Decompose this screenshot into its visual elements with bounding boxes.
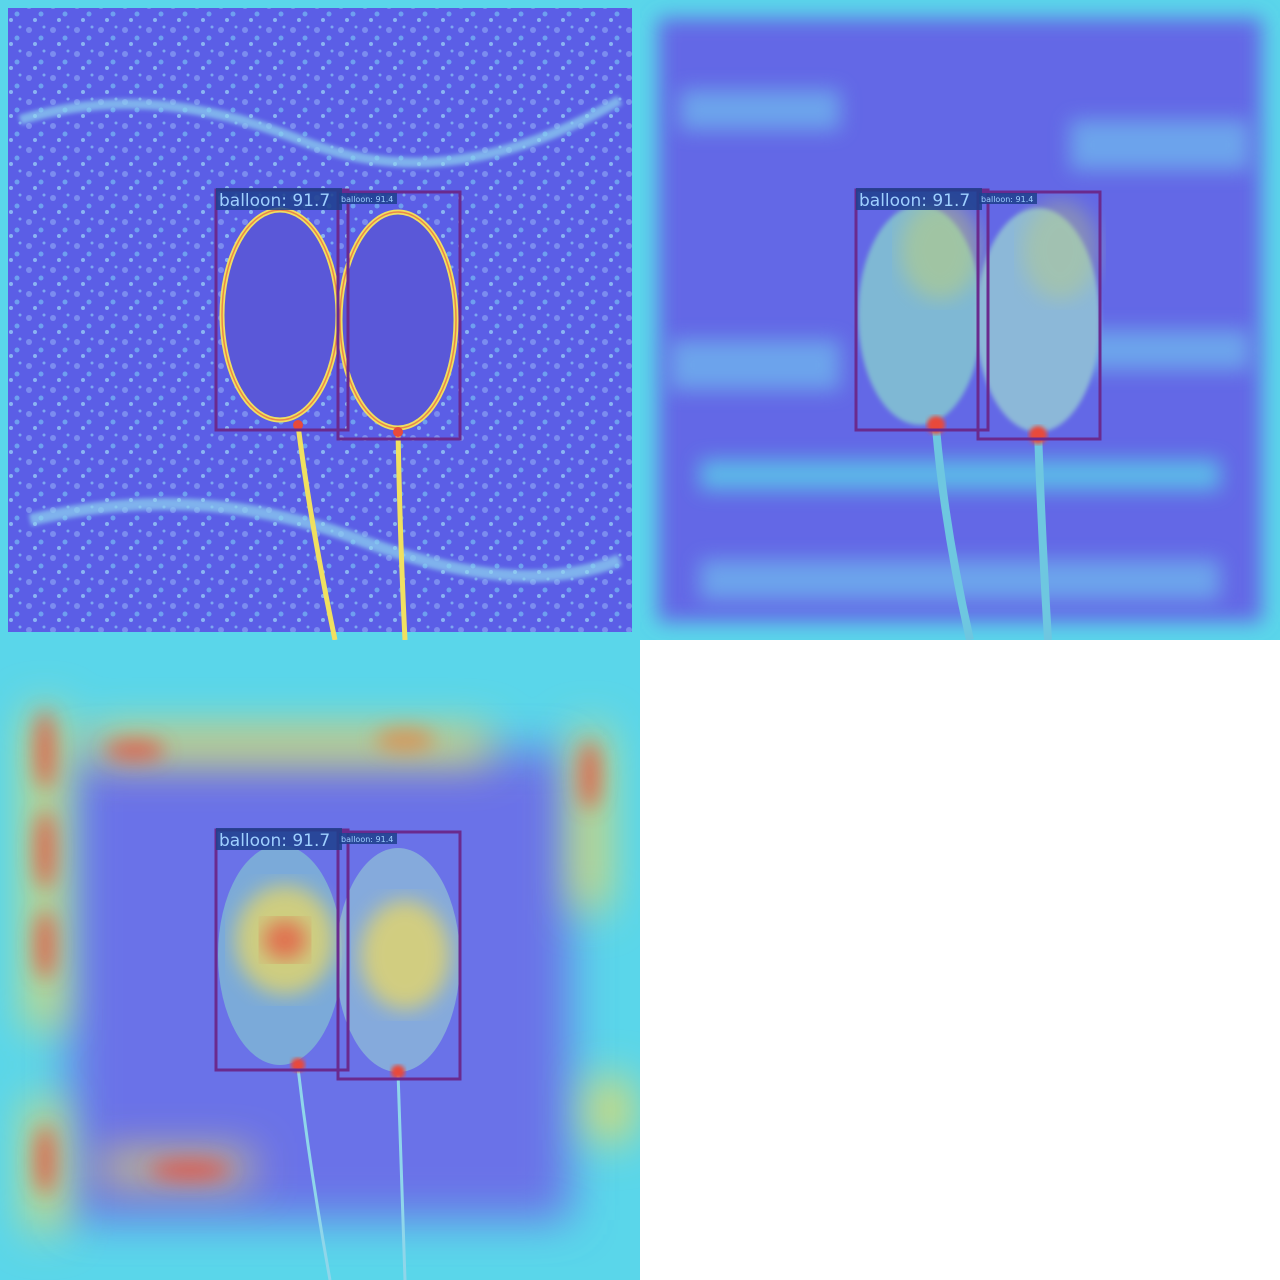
string-right (396, 1071, 407, 1280)
detection-label: balloon: 91.7 (219, 191, 330, 211)
string-right (1034, 431, 1052, 640)
detection-label: balloon: 91.4 (341, 835, 393, 844)
heatmap-panel-coarse: balloon: 91.7 balloon: 91.4 (0, 640, 640, 1280)
balloon-left-outline (219, 207, 341, 423)
string-left (932, 427, 974, 640)
detection-box (336, 830, 462, 1081)
detection-label: balloon: 91.4 (341, 195, 393, 204)
detection-box (336, 190, 462, 441)
detection-box (976, 190, 1102, 441)
heatmap-panel-fine: balloon: 91.7 balloon: 91.4 (0, 0, 640, 640)
empty-panel (640, 640, 1280, 1280)
heatmap-image-fine: balloon: 91.7 balloon: 91.4 (0, 0, 640, 640)
string-right (395, 429, 408, 640)
detection-label: balloon: 91.7 (859, 191, 970, 211)
heatmap-panel-medium: balloon: 91.7 balloon: 91.4 (640, 0, 1280, 640)
heatmap-image-medium: balloon: 91.7 balloon: 91.4 (640, 0, 1280, 640)
balloon-right-outline (337, 209, 459, 431)
string-left (295, 424, 338, 640)
string-left (296, 1067, 332, 1280)
detection-label: balloon: 91.7 (219, 831, 330, 851)
heatmap-image-coarse: balloon: 91.7 balloon: 91.4 (0, 640, 640, 1280)
detection-label: balloon: 91.4 (981, 195, 1033, 204)
